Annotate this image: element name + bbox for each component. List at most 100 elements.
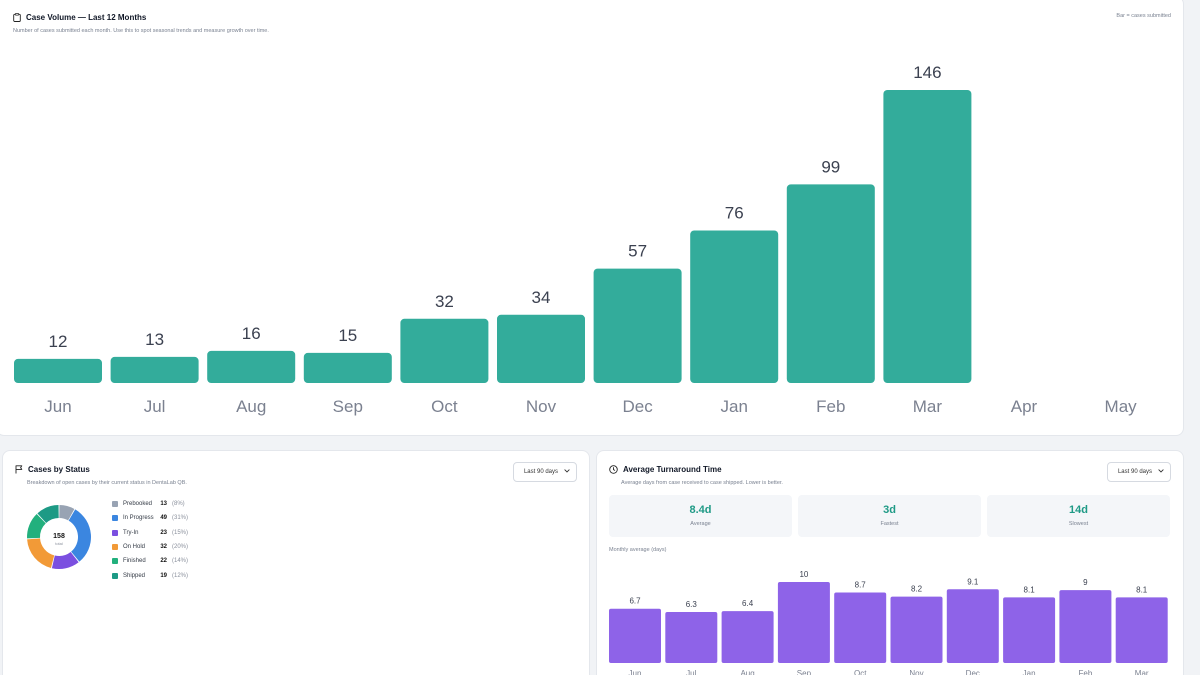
donut-slice[interactable]: [51, 551, 79, 569]
turnaround-card: Average Turnaround Time Average days fro…: [596, 450, 1184, 675]
case-volume-card: Case Volume — Last 12 Months Number of c…: [0, 0, 1184, 436]
turnaround-bar[interactable]: [609, 608, 661, 663]
turnaround-bar[interactable]: [721, 611, 774, 663]
volume-bar[interactable]: [110, 356, 199, 383]
turnaround-bar-value: 8.7: [855, 581, 867, 590]
turnaround-bar[interactable]: [777, 582, 830, 663]
turnaround-x-tick: Jan: [1023, 669, 1036, 675]
turnaround-bar[interactable]: [1003, 597, 1056, 663]
turnaround-bar-value: 6.4: [742, 599, 754, 608]
status-count: 32: [160, 544, 167, 551]
volume-bar[interactable]: [690, 230, 779, 383]
status-percent: (31%): [172, 515, 189, 522]
turnaround-bar[interactable]: [665, 611, 718, 663]
status-percent: (20%): [172, 544, 189, 551]
donut-slice[interactable]: [37, 505, 59, 523]
volume-bar-value: 34: [532, 288, 551, 307]
volume-bar-value: 13: [145, 330, 164, 349]
donut-slice[interactable]: [68, 509, 91, 562]
cases-by-status-title-row: Cases by Status: [15, 465, 90, 474]
turnaround-subtitle: Average days from case received to case …: [621, 480, 783, 486]
status-percent: (15%): [172, 529, 189, 536]
volume-bar-value: 32: [435, 292, 454, 311]
donut-slice[interactable]: [27, 514, 46, 539]
turnaround-title-row: Average Turnaround Time: [609, 465, 722, 474]
turnaround-bar-value: 9: [1083, 578, 1088, 587]
volume-bar[interactable]: [593, 268, 682, 383]
turnaround-bar-value: 10: [799, 570, 808, 579]
status-legend-item: In Progress 49 (31%): [112, 511, 188, 525]
donut-total-label: total: [55, 541, 63, 546]
status-range-select-value: Last 90 days: [523, 469, 558, 475]
status-label: On Hold: [123, 544, 146, 551]
case-volume-title-row: Case Volume — Last 12 Months: [13, 13, 146, 22]
turnaround-bar[interactable]: [890, 596, 943, 663]
clipboard-icon: [13, 13, 21, 22]
volume-bar-value: 57: [628, 242, 647, 261]
volume-x-tick: Apr: [1011, 397, 1038, 416]
volume-bar-value: 76: [725, 203, 744, 222]
monthly-average-label: Monthly average (days): [609, 547, 667, 553]
turnaround-x-tick: Aug: [740, 669, 754, 675]
volume-x-tick: Sep: [333, 397, 363, 416]
chevron-down-icon: [1158, 469, 1164, 475]
turnaround-bar-value: 9.1: [967, 577, 979, 586]
turnaround-range-select-value: Last 90 days: [1117, 469, 1152, 475]
flag-icon: [15, 465, 23, 474]
turnaround-x-tick: Feb: [1079, 669, 1093, 675]
volume-bar[interactable]: [207, 350, 296, 383]
case-volume-chart: 12 Jun 13 Jul 16 Aug 15 Sep 32 Oct 34 Nov 57 Dec 76 Jan…: [14, 63, 1138, 416]
status-swatch: [112, 558, 118, 565]
status-count: 23: [160, 529, 167, 536]
volume-x-tick: Feb: [816, 397, 845, 416]
volume-bar[interactable]: [14, 358, 102, 383]
status-range-select[interactable]: Last 90 days: [512, 462, 577, 482]
turnaround-x-tick: Dec: [966, 669, 980, 675]
turnaround-x-tick: Oct: [854, 669, 867, 675]
turnaround-bar[interactable]: [1059, 590, 1112, 663]
status-swatch: [112, 572, 118, 579]
status-legend-item: Prebooked 13 (8%): [112, 497, 188, 511]
stat-average: 8.4d Average: [609, 495, 792, 537]
stat-fastest: 3d Fastest: [798, 495, 981, 537]
status-count: 22: [160, 558, 167, 565]
turnaround-bar[interactable]: [1115, 597, 1168, 663]
volume-bar[interactable]: [303, 352, 392, 383]
status-percent: (14%): [172, 558, 189, 565]
turnaround-range-select[interactable]: Last 90 days: [1106, 462, 1171, 482]
volume-bar[interactable]: [786, 184, 875, 383]
turnaround-bar-value: 8.1: [1136, 585, 1148, 594]
volume-bar[interactable]: [497, 314, 585, 383]
stat-fastest-label: Fastest: [880, 521, 899, 527]
status-swatch: [112, 501, 118, 508]
status-label: Try-In: [123, 529, 139, 536]
turnaround-bar[interactable]: [834, 592, 887, 663]
donut-slice[interactable]: [59, 505, 75, 521]
turnaround-x-tick: Sep: [797, 669, 812, 675]
volume-bar-value: 146: [913, 63, 941, 82]
volume-x-tick: Aug: [236, 397, 266, 416]
stat-fastest-value: 3d: [883, 504, 896, 516]
turnaround-bar-value: 6.7: [629, 597, 641, 606]
status-swatch: [112, 529, 118, 536]
volume-bar[interactable]: [400, 318, 489, 383]
status-swatch: [112, 515, 118, 522]
status-legend-item: Shipped 19 (12%): [112, 568, 188, 582]
stat-slowest-value: 14d: [1069, 504, 1088, 516]
turnaround-bar[interactable]: [946, 589, 999, 663]
volume-x-tick: Jul: [144, 397, 166, 416]
donut-slice[interactable]: [27, 538, 55, 568]
volume-bar[interactable]: [883, 90, 972, 383]
stat-average-value: 8.4d: [689, 504, 712, 516]
volume-bar-value: 99: [821, 157, 840, 176]
status-count: 19: [160, 572, 167, 579]
turnaround-x-tick: Mar: [1135, 669, 1149, 675]
volume-x-tick: May: [1105, 397, 1138, 416]
volume-x-tick: Mar: [913, 397, 943, 416]
turnaround-title: Average Turnaround Time: [623, 465, 722, 474]
turnaround-x-tick: Jun: [629, 669, 642, 675]
volume-bar-value: 12: [49, 332, 68, 351]
status-legend: Prebooked 13 (8%) In Progress 49 (31%) Try-In 2…: [112, 497, 188, 583]
stat-slowest: 14d Slowest: [987, 495, 1170, 537]
status-swatch: [112, 544, 118, 551]
